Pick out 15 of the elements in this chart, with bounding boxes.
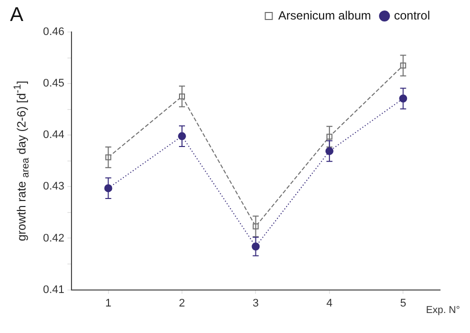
- x-tick-label: 1: [105, 297, 112, 310]
- y-tick-label: 0.43: [42, 180, 64, 193]
- y-tick-label: 0.42: [42, 232, 64, 244]
- text: A: [10, 4, 24, 27]
- x-axis-title: Exp. N°: [426, 304, 460, 316]
- x-tick-label: 2: [178, 297, 186, 310]
- legend-label: Arsenicum album: [278, 8, 371, 22]
- x-tick-label: 4: [326, 297, 332, 310]
- legend-label: control: [394, 8, 430, 22]
- y-tick-label: 0.46: [42, 26, 64, 38]
- x-tick-label: 5: [400, 297, 406, 310]
- y-tick-label: 0.44: [42, 129, 64, 142]
- x-tick-label: 3: [252, 297, 259, 310]
- y-tick-label: 0.41: [42, 284, 64, 296]
- y-tick-label: 0.45: [42, 78, 64, 90]
